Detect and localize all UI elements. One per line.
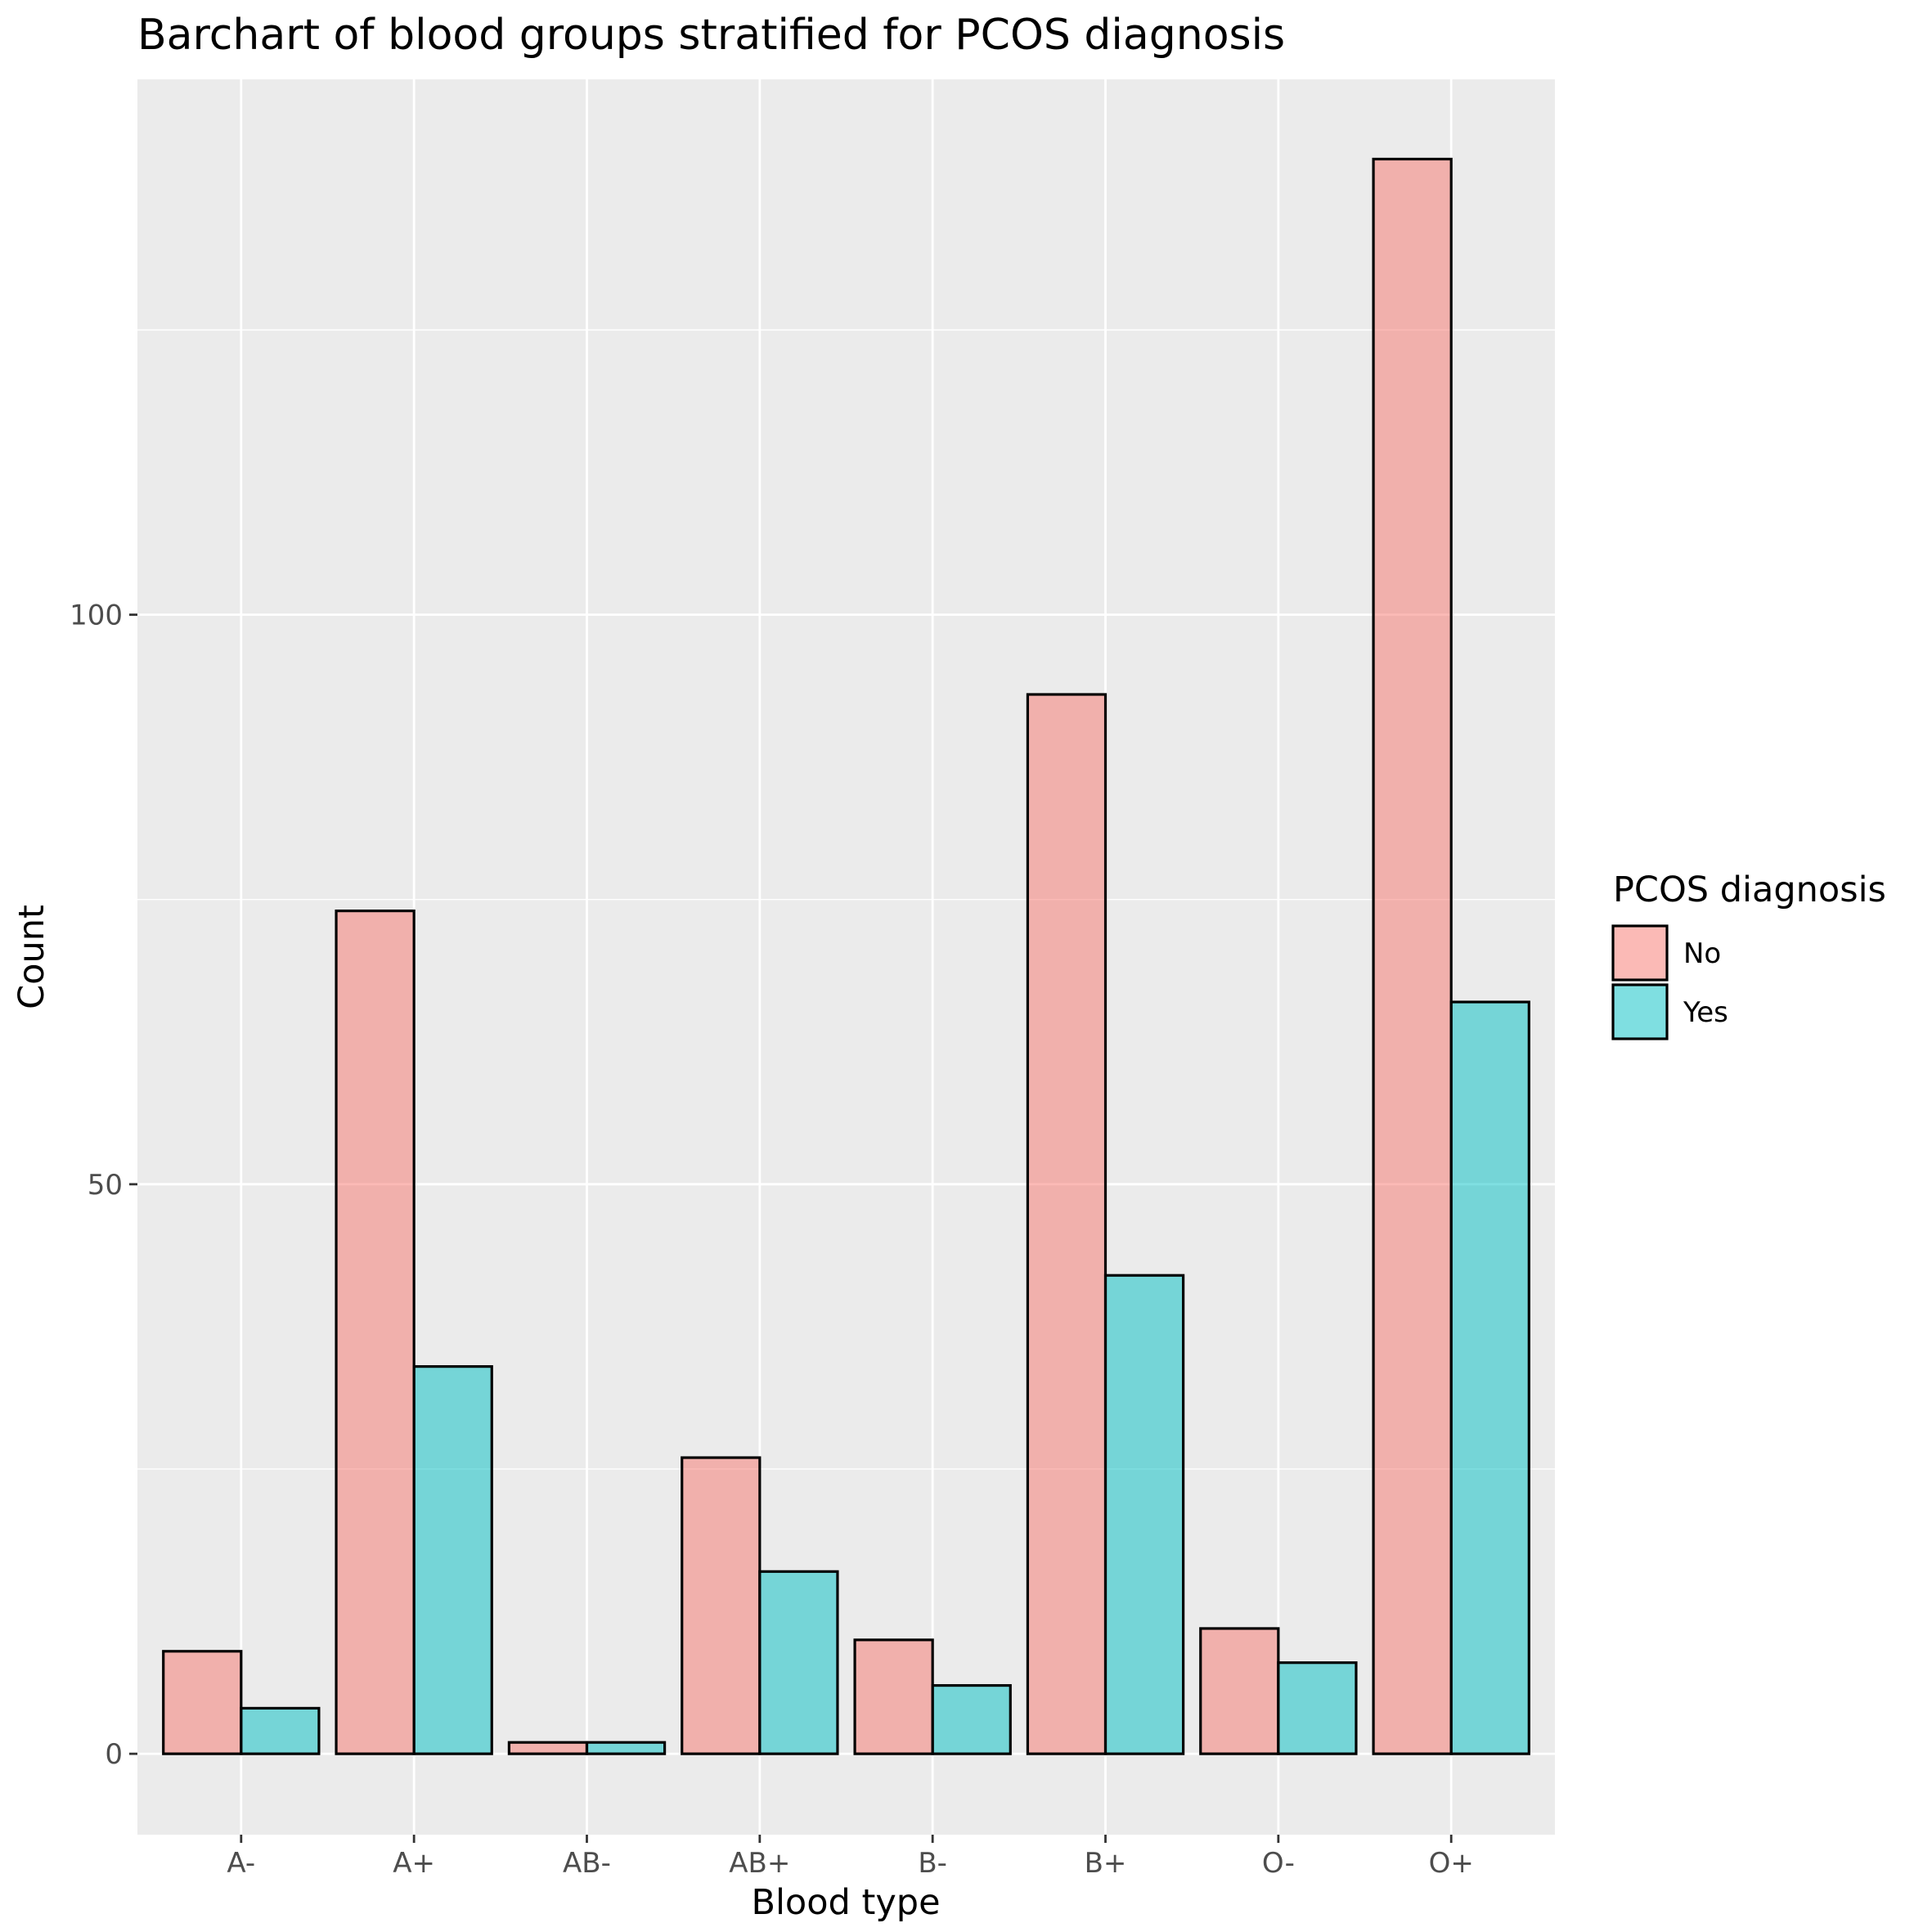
x-tick-label: AB- (563, 1847, 611, 1880)
bar-A--Yes (240, 1706, 321, 1755)
plot-panel (137, 79, 1555, 1835)
bar-A+-Yes (412, 1365, 493, 1755)
x-tick-label: B+ (1085, 1847, 1127, 1880)
bars-layer (162, 157, 1530, 1755)
bar-O--No (1199, 1627, 1280, 1755)
bar-B+-No (1026, 693, 1108, 1755)
bar-B+-Yes (1103, 1274, 1185, 1755)
x-tick-label: A+ (393, 1847, 435, 1880)
x-axis-title: Blood type (751, 1882, 940, 1923)
chart-title: Barchart of blood groups stratified for … (137, 11, 1285, 60)
bar-AB+-No (681, 1456, 762, 1755)
x-tick-label: A- (227, 1847, 255, 1880)
bar-O--Yes (1277, 1661, 1358, 1755)
x-tick-label: B- (918, 1847, 947, 1880)
x-tick-label: AB+ (729, 1847, 790, 1880)
x-axis: A- A+ AB- AB+ B- B+ O- O+ (227, 1835, 1474, 1880)
y-tick-label: 50 (88, 1169, 123, 1202)
y-tick-label: 100 (70, 600, 123, 632)
legend: PCOS diagnosis No Yes (1611, 869, 1886, 1040)
bar-O+-Yes (1449, 1000, 1530, 1755)
bar-B--Yes (931, 1683, 1012, 1755)
legend-key-yes (1611, 983, 1669, 1040)
bar-AB+-Yes (758, 1570, 839, 1755)
bar-AB--Yes (585, 1741, 667, 1755)
legend-label-no: No (1683, 937, 1721, 970)
x-tick-label: O+ (1429, 1847, 1474, 1880)
legend-items: No Yes (1611, 924, 1728, 1040)
legend-title: PCOS diagnosis (1613, 869, 1886, 910)
bar-A+-No (335, 909, 416, 1755)
bar-A--No (162, 1650, 243, 1755)
y-axis: 0 50 100 (70, 600, 137, 1771)
x-tick-label: O- (1262, 1847, 1295, 1880)
y-axis-title: Count (11, 905, 52, 1009)
bar-AB--No (507, 1741, 589, 1755)
legend-label-yes: Yes (1683, 996, 1728, 1029)
bar-O+-No (1372, 157, 1453, 1755)
bar-B--No (853, 1638, 934, 1755)
y-tick-label: 0 (105, 1738, 123, 1771)
legend-key-no (1611, 924, 1669, 982)
